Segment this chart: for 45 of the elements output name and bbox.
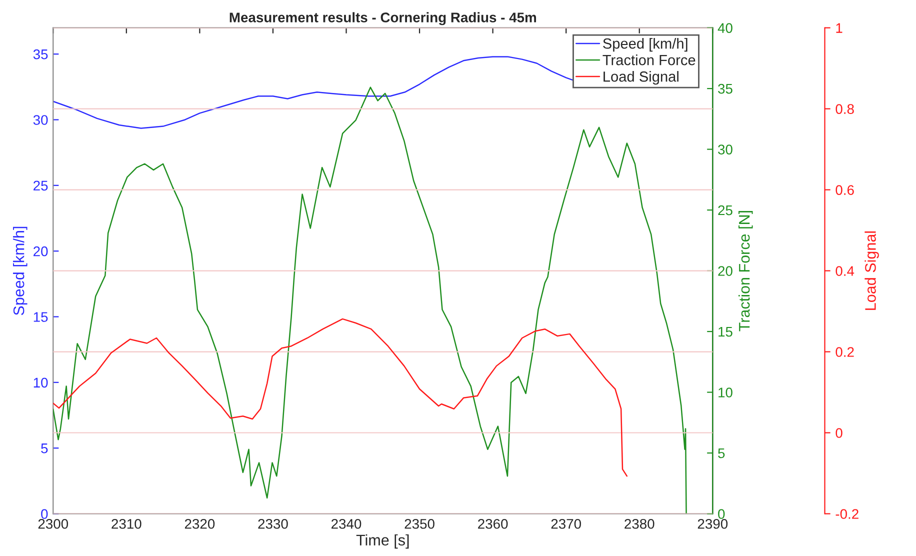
chart-title: Measurement results - Cornering Radius - 45m: [230, 12, 536, 26]
x-tick-label: 2300: [38, 518, 68, 529]
line-series: [53, 318, 628, 477]
y2-axis-title: Traction Force [N]: [738, 211, 753, 332]
y-tick-label: 15: [34, 312, 48, 322]
y-axis-title: Speed [km/h]: [13, 226, 28, 316]
y-tick-label: 20: [34, 246, 48, 256]
x-tick-label: 2370: [551, 518, 581, 529]
line-series: [53, 56, 574, 129]
x-tick-label: 2340: [332, 518, 362, 529]
legend-label: Speed [km/h]: [603, 38, 688, 52]
y-tick-label: 25: [34, 180, 48, 191]
y2-tick-label: 30: [718, 144, 732, 154]
y-tick-label: 0: [41, 509, 48, 519]
y3-tick-label: 0.8: [836, 104, 854, 114]
y-tick-label: 10: [34, 378, 48, 388]
y2-tick-label: 40: [718, 23, 732, 33]
x-tick-label: 2380: [624, 518, 654, 529]
y3-tick-label: 0: [836, 428, 842, 438]
y2-tick-label: 35: [718, 84, 732, 94]
y2-tick-label: 25: [718, 205, 732, 216]
x-tick-label: 2350: [404, 518, 434, 529]
y-tick-label: 5: [41, 444, 48, 454]
y-tick-label: 35: [33, 49, 48, 60]
legend-label: Load Signal: [604, 71, 678, 85]
y3-tick-label: -0.2: [836, 509, 858, 519]
y3-tick-label: 1: [836, 23, 842, 33]
x-tick-label: 2360: [478, 518, 508, 529]
y3-axis-title: Load Signal: [864, 231, 879, 310]
x-tick-label: 2310: [112, 518, 142, 529]
x-tick-label: 2320: [184, 518, 215, 529]
y-tick-label: 30: [33, 115, 48, 125]
y2-tick-label: 20: [718, 266, 732, 276]
y3-tick-label: 0.2: [836, 347, 854, 357]
x-tick-label: 2330: [258, 518, 288, 529]
legend-label: Traction Force: [602, 54, 696, 66]
y2-tick-label: 10: [718, 388, 732, 398]
x-axis-title: Time [s]: [356, 534, 409, 549]
line-series: [53, 86, 687, 514]
y2-tick-label: 15: [718, 326, 732, 337]
y3-tick-label: 0.4: [836, 266, 854, 276]
x-tick-label: 2390: [698, 518, 728, 529]
y2-tick-label: 5: [718, 448, 725, 458]
y3-tick-label: 0.6: [836, 185, 854, 195]
y2-tick-label: 0: [718, 509, 725, 519]
